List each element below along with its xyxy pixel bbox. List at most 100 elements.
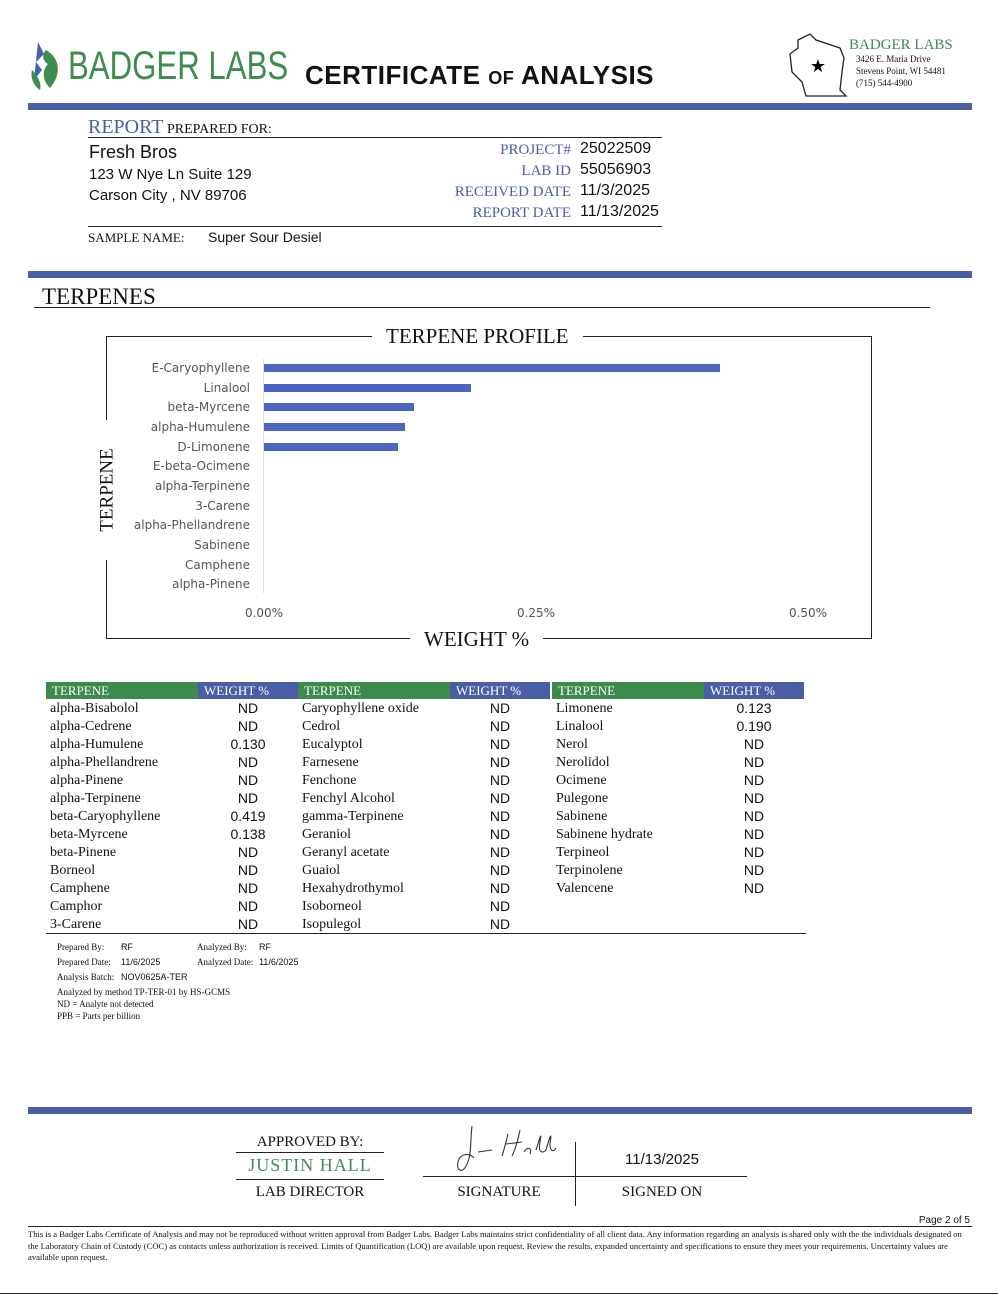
- y-tick-label: Camphene: [184, 557, 250, 572]
- weight-value: ND: [743, 754, 765, 770]
- terpene-name: Camphene: [50, 881, 110, 896]
- report-info-label: RECEIVED DATE: [454, 184, 571, 200]
- report-info-value: 25022509: [580, 140, 652, 157]
- lab-address-2: Stevens Point, WI 54481: [856, 66, 946, 76]
- y-tick-label: Sabinene: [194, 537, 250, 552]
- chart-y-label-wrap: TERPENE: [96, 420, 120, 560]
- weight-value: ND: [489, 898, 511, 914]
- terpene-name: beta-Caryophyllene: [50, 809, 161, 824]
- weight-value: ND: [743, 790, 765, 806]
- y-tick-label: alpha-Terpinene: [154, 478, 250, 493]
- terpene-name: Sabinene hydrate: [556, 827, 653, 842]
- bar-alpha-humulene: [264, 422, 406, 431]
- terpene-name: Camphor: [50, 899, 103, 914]
- terpene-name: 3-Carene: [50, 917, 102, 932]
- y-tick-label: beta-Myrcene: [167, 400, 250, 415]
- terpene-name: Borneol: [50, 863, 96, 878]
- divider: [236, 1152, 384, 1153]
- terpene-name: Fenchyl Alcohol: [302, 791, 395, 806]
- divider: [28, 1226, 972, 1227]
- prepared-by: RF: [121, 942, 133, 952]
- x-tick-label: 0.50%: [788, 606, 828, 620]
- terpene-name: Pulegone: [556, 791, 609, 806]
- weight-value: ND: [237, 898, 259, 914]
- table-header: TERPENE: [552, 682, 704, 699]
- weight-value: ND: [489, 718, 511, 734]
- weight-value: ND: [237, 790, 259, 806]
- report-info-row: REPORT DATE 11/13/2025: [400, 203, 662, 223]
- client-name: Fresh Bros: [89, 142, 178, 162]
- terpene-name: alpha-Pinene: [50, 773, 124, 788]
- y-tick-label: alpha-Humulene: [150, 419, 250, 434]
- weight-value: ND: [743, 772, 765, 788]
- terpene-name: Terpineol: [556, 845, 610, 860]
- approval-rule: [28, 1107, 972, 1114]
- report-info-label: REPORT DATE: [472, 205, 571, 221]
- divider: [236, 1179, 384, 1180]
- terpene-name: Geranyl acetate: [302, 845, 390, 860]
- title-of: OF: [488, 68, 515, 88]
- weight-value: ND: [489, 808, 511, 824]
- divider: [34, 307, 930, 308]
- divider: [575, 1142, 576, 1206]
- report-info-value: 55056903: [580, 161, 652, 178]
- chart-title: TERPENE PROFILE: [372, 324, 583, 349]
- weight-value: ND: [743, 880, 765, 896]
- terpene-name: Cedrol: [302, 719, 341, 734]
- terpene-name: beta-Pinene: [50, 845, 117, 860]
- client-address-1: 123 W Nye Ln Suite 129: [89, 166, 252, 183]
- logo-text: BADGER LABS: [68, 44, 289, 88]
- report-info-value: 11/13/2025: [580, 203, 659, 220]
- header-rule: [28, 103, 972, 110]
- y-tick-label: 3-Carene: [195, 498, 250, 513]
- weight-value: ND: [489, 916, 511, 932]
- section-title: TERPENES: [42, 284, 156, 309]
- approver-name: JUSTIN HALL: [248, 1155, 372, 1175]
- weight-value: ND: [237, 862, 259, 878]
- terpene-name: Eucalyptol: [302, 737, 363, 752]
- label: Prepared By:: [57, 942, 105, 952]
- weight-value: ND: [489, 736, 511, 752]
- report-info-label: LAB ID: [521, 163, 571, 179]
- terpene-name: Valencene: [556, 881, 614, 896]
- weight-value: ND: [489, 772, 511, 788]
- method-note: Analyzed by method TP-TER-01 by HS-GCMS: [57, 987, 231, 997]
- weight-value: ND: [237, 718, 259, 734]
- label: Analyzed Date:: [197, 957, 254, 967]
- terpene-name: Limonene: [556, 701, 613, 716]
- weight-value: ND: [489, 880, 511, 896]
- divider: [88, 137, 662, 138]
- terpene-name: gamma-Terpinene: [302, 809, 404, 824]
- x-tick-label: 0.00%: [244, 606, 284, 620]
- title-part: CERTIFICATE: [305, 60, 489, 90]
- label: Prepared Date:: [57, 957, 111, 967]
- weight-value: ND: [489, 826, 511, 842]
- terpene-name: beta-Myrcene: [50, 827, 128, 842]
- report-info-row: LAB ID 55056903: [400, 161, 662, 181]
- bar-beta-myrcene: [264, 403, 415, 412]
- weight-value: ND: [743, 862, 765, 878]
- terpene-name: alpha-Terpinene: [50, 791, 141, 806]
- terpene-name: Geraniol: [302, 827, 351, 842]
- lab-name: BADGER LABS: [849, 37, 953, 53]
- terpene-name: alpha-Cedrene: [50, 719, 132, 734]
- label: Analysis Batch:: [57, 972, 115, 982]
- weight-value: 0.190: [736, 718, 772, 734]
- y-tick-label: E-beta-Ocimene: [152, 459, 250, 474]
- prepared-for-label: PREPARED FOR:: [163, 122, 272, 137]
- label: Analyzed By:: [197, 942, 247, 952]
- weight-value: ND: [237, 700, 259, 716]
- table-bottom-rule: [46, 933, 806, 934]
- weight-value: ND: [489, 790, 511, 806]
- terpene-name: Terpinolene: [556, 863, 623, 878]
- terpene-profile-chart: TERPENE PROFILE WEIGHT % TERPENE E-Caryo…: [96, 324, 872, 652]
- weight-value: ND: [489, 862, 511, 878]
- sample-name-label: SAMPLE NAME:: [88, 230, 185, 245]
- bar-d-limonene: [264, 442, 398, 451]
- page-bottom-edge: [0, 1293, 998, 1294]
- signed-date: 11/13/2025: [625, 1151, 699, 1168]
- wisconsin-map-icon: ★: [789, 33, 848, 97]
- terpene-name: Fenchone: [302, 773, 357, 788]
- terpene-name: Nerolidol: [556, 755, 610, 770]
- weight-value: ND: [743, 844, 765, 860]
